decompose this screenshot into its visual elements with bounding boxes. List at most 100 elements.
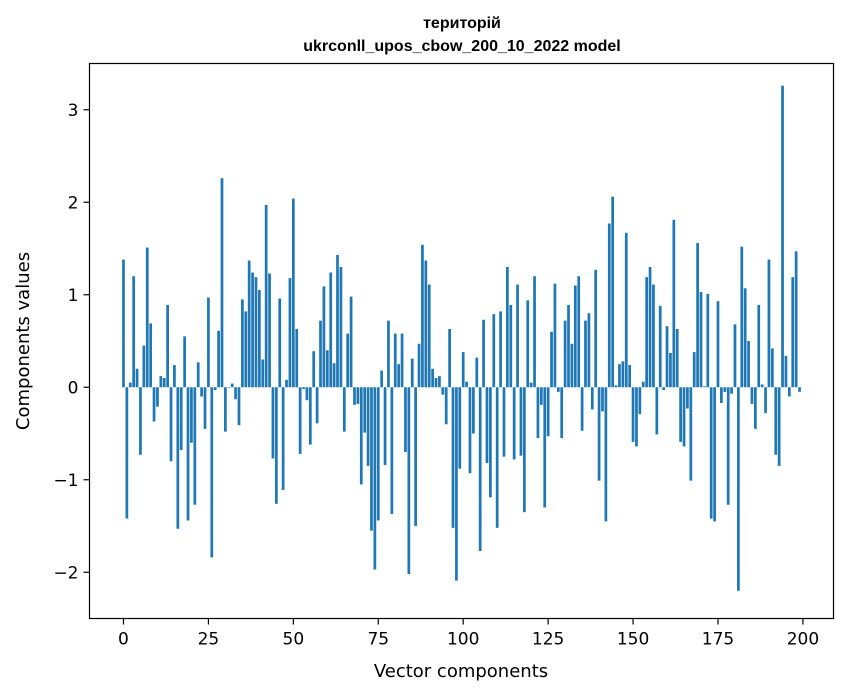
bar-158 <box>658 305 662 388</box>
bar-115 <box>512 387 516 460</box>
bar-190 <box>767 259 771 388</box>
bar-65 <box>342 387 346 432</box>
bar-84 <box>407 387 411 575</box>
bar-52 <box>298 387 302 454</box>
bar-26 <box>210 387 214 558</box>
bar-174 <box>713 387 716 522</box>
bar-46 <box>278 298 282 388</box>
bar-58 <box>319 320 322 388</box>
bar-75 <box>376 387 380 521</box>
bar-83 <box>404 387 407 452</box>
bar-107 <box>485 387 489 464</box>
bar-56 <box>312 351 316 388</box>
bar-19 <box>186 387 190 521</box>
y-tick-label: −1 <box>53 471 78 491</box>
bar-198 <box>794 251 798 388</box>
bar-154 <box>645 277 649 388</box>
x-tick-label: 200 <box>787 630 819 650</box>
bar-121 <box>533 276 536 388</box>
bar-118 <box>522 387 526 513</box>
bar-54 <box>305 387 309 401</box>
bar-160 <box>665 326 669 388</box>
bar-149 <box>628 365 632 388</box>
bar-131 <box>567 304 570 388</box>
bar-167 <box>689 387 693 481</box>
bar-165 <box>682 387 686 447</box>
bar-117 <box>519 387 523 456</box>
bar-135 <box>580 387 584 431</box>
bar-3 <box>132 276 136 388</box>
bar-13 <box>166 304 169 388</box>
y-axis-label: Components values <box>13 252 34 430</box>
bar-196 <box>787 387 791 397</box>
bar-194 <box>781 85 784 388</box>
y-tick-label: 1 <box>68 286 79 306</box>
bar-34 <box>237 387 241 426</box>
bar-45 <box>274 387 278 504</box>
bar-78 <box>387 320 390 388</box>
bar-152 <box>638 387 642 415</box>
bar-5 <box>139 387 142 455</box>
bar-67 <box>349 296 353 388</box>
bar-156 <box>652 284 655 388</box>
bar-166 <box>686 387 689 409</box>
bar-176 <box>720 387 723 403</box>
bar-173 <box>709 387 713 519</box>
bar-155 <box>648 267 652 388</box>
bar-138 <box>590 387 594 410</box>
bar-175 <box>716 301 720 388</box>
bar-32 <box>230 383 234 388</box>
bar-199 <box>798 387 801 392</box>
bar-42 <box>264 205 268 388</box>
y-axis-ticks: −2 −1 0 1 2 3 <box>53 101 90 583</box>
bar-62 <box>332 363 336 388</box>
bar-139 <box>594 269 598 388</box>
bar-79 <box>390 387 394 514</box>
bar-16 <box>176 387 180 529</box>
bar-28 <box>217 330 220 388</box>
bar-29 <box>220 178 224 388</box>
bar-95 <box>444 387 448 425</box>
bar-64 <box>339 267 343 388</box>
bar-24 <box>203 387 207 429</box>
bar-161 <box>669 353 672 388</box>
bar-101 <box>465 381 468 388</box>
bar-125 <box>546 387 550 437</box>
bar-30 <box>224 387 227 432</box>
x-tick-label: 125 <box>532 630 564 650</box>
bar-96 <box>448 328 451 388</box>
bar-185 <box>750 387 754 404</box>
bar-72 <box>366 387 370 466</box>
bar-81 <box>397 364 401 388</box>
bar-143 <box>607 223 611 388</box>
bar-85 <box>410 358 414 388</box>
bar-8 <box>149 323 153 388</box>
bar-87 <box>417 343 421 388</box>
plot-frame <box>88 62 835 620</box>
bar-94 <box>441 387 445 395</box>
bar-162 <box>672 219 676 388</box>
bar-123 <box>539 387 543 405</box>
bar-39 <box>254 277 258 388</box>
bar-25 <box>207 297 210 388</box>
bar-189 <box>764 387 767 414</box>
bar-172 <box>706 293 710 388</box>
bar-182 <box>740 246 744 388</box>
chart-title-line1: територій <box>423 15 501 32</box>
bar-140 <box>597 387 601 481</box>
bar-183 <box>743 288 747 388</box>
bar-93 <box>438 376 441 388</box>
bar-40 <box>258 290 261 388</box>
bar-100 <box>461 352 465 388</box>
bar-180 <box>733 324 737 388</box>
bar-128 <box>556 387 560 392</box>
bar-108 <box>489 387 492 498</box>
bar-168 <box>692 352 696 388</box>
bar-151 <box>635 387 638 447</box>
bar-171 <box>703 386 706 388</box>
bar-141 <box>601 387 604 412</box>
bar-51 <box>295 328 299 388</box>
bar-63 <box>336 254 339 388</box>
y-tick-label: 0 <box>68 378 79 398</box>
